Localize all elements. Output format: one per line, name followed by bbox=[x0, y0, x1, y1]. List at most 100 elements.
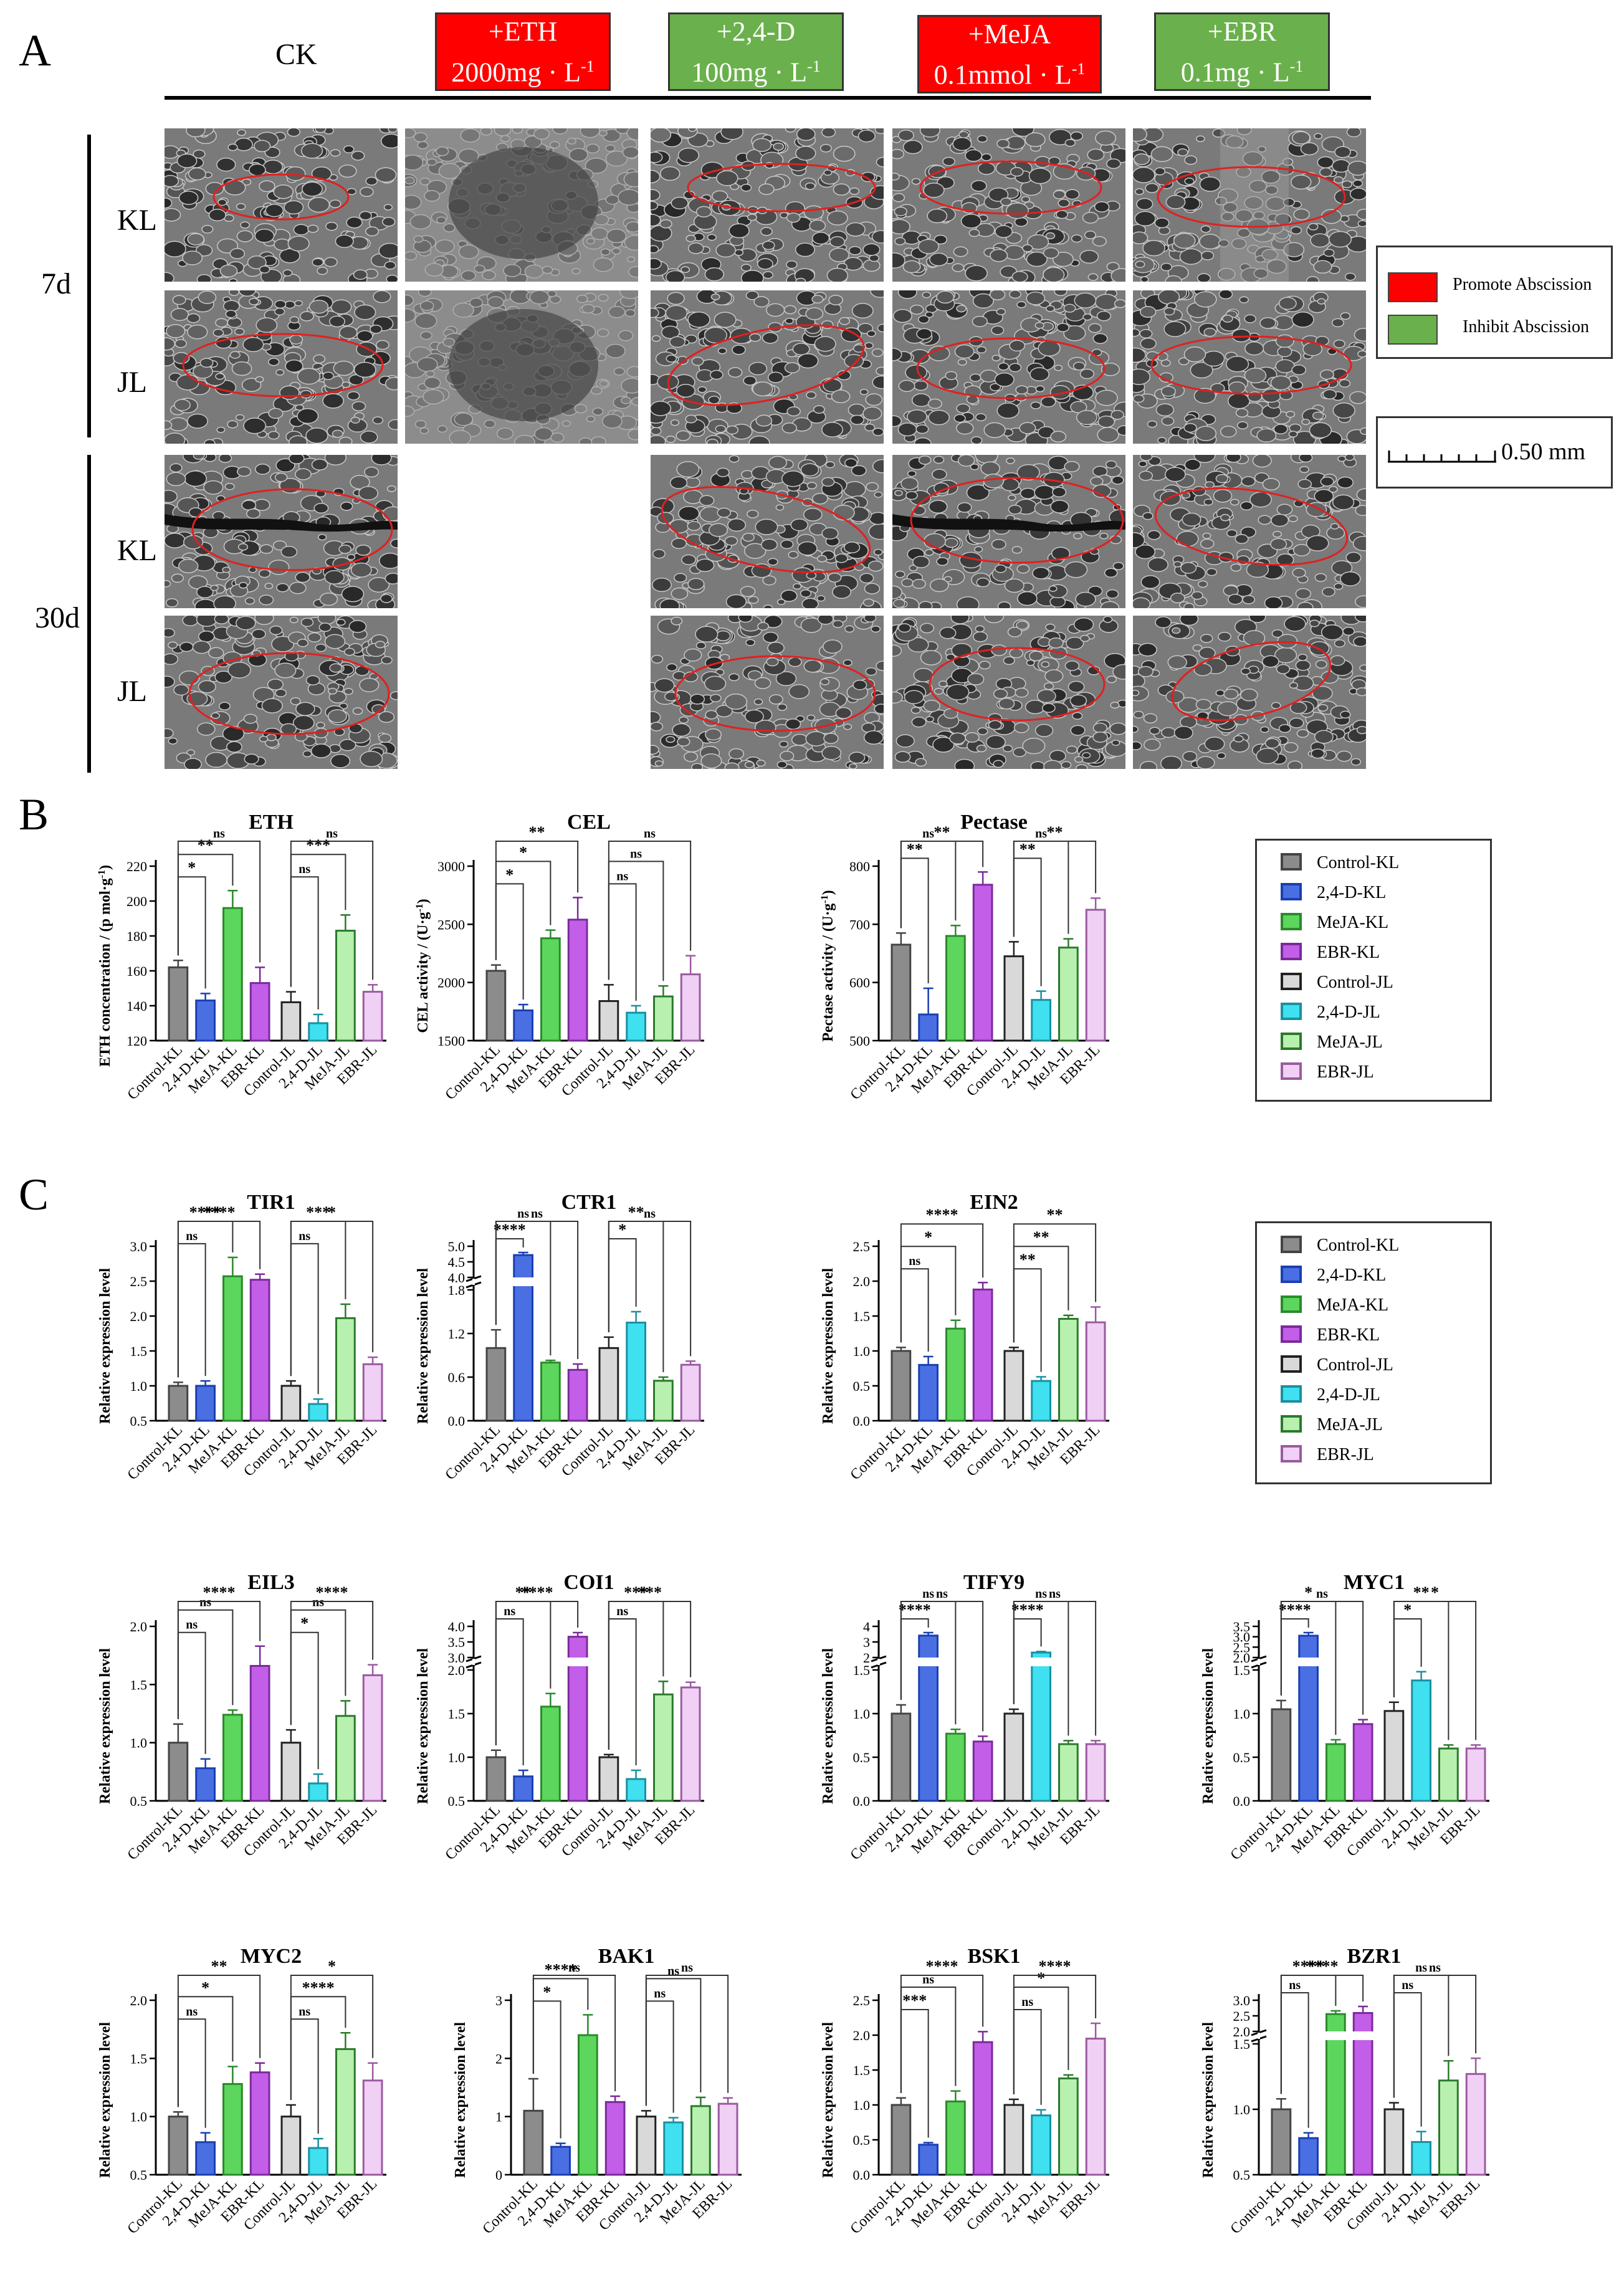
chart-title: Pectase bbox=[960, 811, 1028, 834]
error-bar bbox=[255, 2062, 265, 2073]
legend-label-4: Control-JL bbox=[1317, 1355, 1393, 1375]
significance-label: ns bbox=[312, 1596, 324, 1610]
error-bar bbox=[1008, 2098, 1019, 2105]
error-bar bbox=[518, 1769, 528, 1777]
legend-label-3: EBR-KL bbox=[1317, 1325, 1380, 1345]
significance-bracket bbox=[290, 876, 319, 1009]
y-tick-label: 2 bbox=[495, 2051, 502, 2066]
significance-label: ns bbox=[186, 2005, 198, 2018]
y-tick-label: 600 bbox=[849, 975, 870, 991]
error-bar bbox=[285, 2104, 296, 2117]
error-bar bbox=[528, 2078, 538, 2111]
significance-bracket bbox=[1393, 1992, 1422, 2127]
significance-bracket bbox=[177, 1221, 261, 1378]
bar-EBR-JL bbox=[680, 1363, 701, 1422]
significance-label: ** bbox=[515, 1583, 532, 1601]
y-tick-label: 2.5 bbox=[130, 1274, 148, 1289]
bar-MeJA-JL bbox=[1058, 1317, 1079, 1422]
sem-image-r2-c5 bbox=[1133, 290, 1366, 444]
significance-bracket bbox=[1393, 1975, 1477, 2098]
sem-image-r1-c1 bbox=[165, 128, 398, 282]
treatment-ebr-box: +EBR 0.1mg · L-1 bbox=[1154, 12, 1330, 91]
error-bar bbox=[227, 1709, 238, 1715]
error-bar bbox=[1063, 1314, 1074, 1319]
y-tick-label: 1.8 bbox=[448, 1282, 466, 1298]
error-bar bbox=[573, 1631, 583, 1637]
significance-label: * bbox=[924, 1228, 932, 1246]
significance-label: ** bbox=[907, 840, 923, 858]
bar-Control-JL bbox=[1383, 1710, 1405, 1802]
bar-EBR-KL bbox=[249, 1664, 270, 1802]
significance-bracket bbox=[900, 1268, 929, 1352]
error-bar bbox=[200, 1758, 211, 1768]
error-bar bbox=[1036, 1651, 1046, 1653]
bar-MeJA-JL bbox=[335, 930, 356, 1042]
error-bar bbox=[923, 1631, 934, 1636]
bar-Control-JL bbox=[280, 2116, 302, 2176]
chart-title: COI1 bbox=[563, 1571, 614, 1594]
significance-bracket bbox=[608, 1238, 637, 1332]
bar-EBR-KL bbox=[972, 2041, 993, 2176]
error-bar bbox=[255, 1645, 265, 1666]
bar-2,4-D-KL bbox=[195, 999, 216, 1042]
error-bar bbox=[923, 987, 934, 1014]
row-label-7d-kl: KL bbox=[117, 204, 157, 237]
error-bar bbox=[978, 2031, 988, 2043]
significance-label: ** bbox=[1020, 840, 1036, 858]
error-bar bbox=[1388, 1701, 1399, 1711]
bar-MeJA-JL bbox=[690, 2105, 711, 2176]
bar-2,4-D-JL bbox=[626, 1011, 646, 1042]
bar-2,4-D-JL bbox=[1031, 2114, 1051, 2176]
bar-Control-JL bbox=[1003, 955, 1025, 1042]
y-tick-label-upper: 3.0 bbox=[448, 1650, 466, 1666]
bar-EBR-JL bbox=[362, 991, 383, 1042]
error-bar bbox=[658, 1680, 669, 1695]
treatment-meja-box: +MeJA 0.1mmol · L-1 bbox=[917, 15, 1102, 93]
legend-swatch-6 bbox=[1281, 1415, 1302, 1433]
y-axis-label: Relative expression level bbox=[452, 2022, 469, 2178]
y-tick-label: 180 bbox=[127, 928, 147, 944]
bar-Control-JL bbox=[280, 1001, 302, 1042]
significance-label: **** bbox=[926, 1957, 958, 1975]
bar-EBR-JL bbox=[1085, 1743, 1106, 1802]
chart-title: ETH bbox=[249, 811, 294, 834]
row-label-30d-kl: KL bbox=[117, 534, 157, 567]
chart-bsk1: BSK1 Relative expression level 0.0 0.5 1.0 1.… bbox=[804, 1938, 1128, 2290]
treatment-24d-sup: -1 bbox=[807, 57, 821, 75]
bar-EBR-KL bbox=[567, 918, 588, 1042]
y-tick-label: 0.0 bbox=[1233, 1793, 1251, 1809]
bar-EBR-JL bbox=[1085, 909, 1106, 1042]
error-bar bbox=[631, 1769, 641, 1779]
error-bar bbox=[1443, 2060, 1454, 2081]
significance-label: ** bbox=[628, 1203, 644, 1221]
bracket-30d bbox=[87, 455, 91, 773]
legend-label-7: EBR-JL bbox=[1317, 1062, 1374, 1082]
chart-title: MYC2 bbox=[241, 1945, 302, 1968]
y-tick-label: 1.5 bbox=[1233, 2036, 1251, 2052]
error-bar bbox=[1091, 2022, 1101, 2039]
error-bar bbox=[1036, 1376, 1046, 1381]
significance-label: ** bbox=[1413, 1583, 1430, 1601]
error-bar bbox=[610, 2095, 621, 2102]
bar-2,4-D-JL bbox=[626, 1322, 646, 1422]
abscission-zone-outline bbox=[1171, 641, 1332, 722]
error-bar bbox=[950, 2090, 961, 2102]
promote-swatch bbox=[1388, 272, 1438, 302]
significance-bracket bbox=[608, 1221, 692, 1357]
sem-image-r3-c3 bbox=[651, 455, 884, 608]
bar-MeJA-KL bbox=[222, 2082, 243, 2176]
significance-bracket bbox=[177, 1631, 206, 1754]
significance-bracket bbox=[645, 2000, 674, 2113]
panel-b-letter: B bbox=[19, 790, 49, 839]
significance-label: * bbox=[543, 1983, 551, 2001]
error-bar bbox=[896, 932, 906, 945]
legend-swatch-7 bbox=[1281, 1062, 1302, 1080]
legend-swatch-1 bbox=[1281, 883, 1302, 900]
significance-label: **** bbox=[203, 1583, 236, 1601]
y-tick-label: 1.0 bbox=[448, 1750, 466, 1765]
legend-swatch-0 bbox=[1281, 1236, 1302, 1253]
legend-label-7: EBR-JL bbox=[1317, 1445, 1374, 1464]
y-tick-label: 1.0 bbox=[1233, 1706, 1251, 1722]
legend-label-0: Control-KL bbox=[1317, 1236, 1399, 1255]
y-tick-label: 0.5 bbox=[130, 1413, 148, 1429]
